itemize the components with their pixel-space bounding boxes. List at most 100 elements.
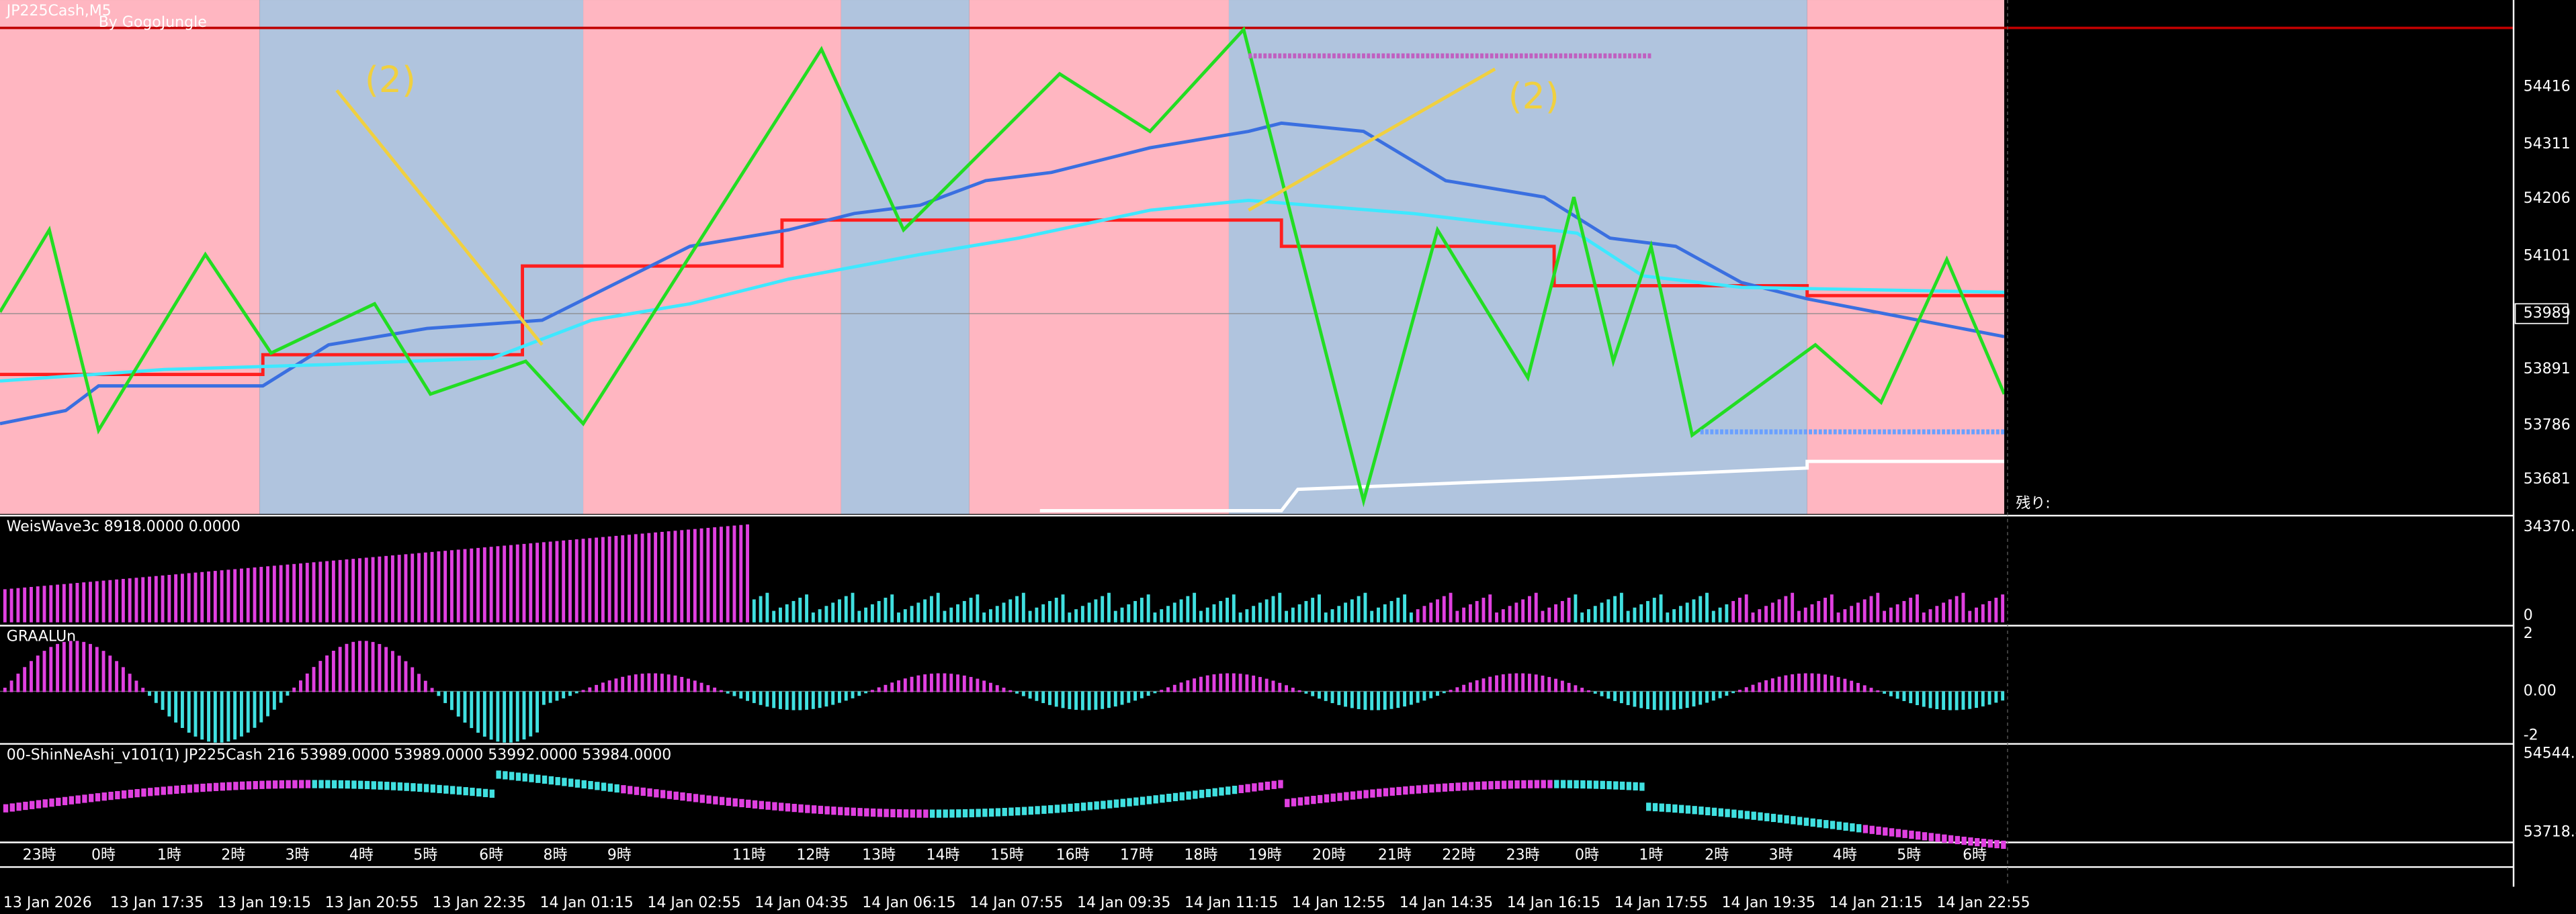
weis-bar bbox=[95, 581, 99, 623]
ashi-bar bbox=[272, 780, 278, 789]
weis-bar bbox=[1383, 604, 1387, 623]
weis-bar bbox=[1652, 598, 1656, 623]
graal-bar bbox=[1133, 691, 1137, 701]
weis-bar bbox=[42, 586, 46, 623]
graal-bar bbox=[542, 691, 546, 705]
weis-bar bbox=[798, 598, 802, 623]
ashi-bar bbox=[818, 805, 824, 815]
weis-bar bbox=[647, 533, 651, 623]
weis-bar bbox=[253, 567, 257, 623]
graal-bar bbox=[713, 687, 717, 692]
price-label: 53786 bbox=[2524, 416, 2571, 433]
hour-label: 5時 bbox=[413, 847, 437, 864]
ashi-bar bbox=[56, 797, 61, 807]
graal-bar bbox=[1955, 691, 1959, 711]
ashi-bar bbox=[1028, 806, 1034, 815]
weis-bar bbox=[555, 541, 559, 623]
weis-bar bbox=[1462, 607, 1466, 623]
graal-bar bbox=[89, 643, 92, 692]
weis-bar bbox=[628, 535, 631, 623]
ashi-bar bbox=[634, 786, 640, 795]
graal-bar bbox=[1344, 691, 1348, 707]
graal-bar bbox=[1436, 691, 1439, 696]
ashi-bar bbox=[1580, 780, 1586, 789]
weis-bar bbox=[1205, 607, 1209, 623]
graal-bar bbox=[1981, 691, 1985, 706]
graal-bar bbox=[1449, 690, 1453, 692]
graal-bar bbox=[364, 641, 368, 692]
ashi-bar bbox=[108, 791, 114, 801]
graal-bar bbox=[108, 655, 112, 692]
ashi-bar bbox=[890, 809, 896, 817]
ashi-bar bbox=[1876, 826, 1881, 835]
graal-bar bbox=[1160, 690, 1164, 692]
graal-bar bbox=[1666, 691, 1670, 711]
ashi-bar bbox=[42, 799, 48, 808]
graal-bar bbox=[1468, 682, 1472, 692]
graal-bar bbox=[62, 641, 66, 692]
ashi-bar bbox=[1737, 810, 1744, 819]
weis-bar bbox=[1593, 606, 1597, 623]
ashi-bar bbox=[233, 782, 239, 790]
graal-bar bbox=[1560, 680, 1564, 692]
graal-bar bbox=[1285, 685, 1288, 692]
graal-bar bbox=[1219, 674, 1223, 692]
weis-bar bbox=[949, 607, 953, 623]
ashi-bar bbox=[1928, 833, 1934, 841]
graal-bar bbox=[200, 691, 204, 740]
ashi-bar bbox=[831, 807, 836, 815]
graal-bar bbox=[995, 685, 999, 692]
weis-bar bbox=[1146, 594, 1150, 623]
graal-bar bbox=[1705, 691, 1709, 703]
graal-bar bbox=[1495, 675, 1498, 692]
ashi-bar bbox=[1350, 791, 1356, 800]
graal-bar bbox=[949, 674, 953, 692]
ashi-bar bbox=[404, 782, 409, 791]
ashi-bar bbox=[1514, 780, 1520, 789]
weis-bar bbox=[1968, 610, 1972, 623]
ashi-bar bbox=[1606, 781, 1612, 790]
time-label: 14 Jan 14:35 bbox=[1400, 895, 1493, 911]
ashi-bar bbox=[562, 778, 567, 786]
graal-bar bbox=[1534, 674, 1538, 692]
price-label: 54416 bbox=[2524, 79, 2571, 95]
weis-bar bbox=[338, 559, 342, 623]
ashi-bar bbox=[654, 789, 659, 798]
weis-bar bbox=[838, 599, 841, 623]
graal-bar bbox=[621, 676, 625, 692]
graal-bar bbox=[1311, 691, 1315, 696]
ashi-bar bbox=[1751, 811, 1756, 820]
ashi-bar bbox=[1678, 805, 1684, 813]
graal-bar bbox=[1153, 691, 1157, 694]
weis-bar bbox=[995, 606, 999, 623]
ashi-bar bbox=[1862, 825, 1869, 833]
graal-bar bbox=[1567, 682, 1571, 692]
graal-bar bbox=[1166, 687, 1170, 692]
ashi-bar bbox=[312, 780, 317, 788]
graal-bar bbox=[1652, 691, 1656, 711]
weis-bar bbox=[3, 589, 7, 623]
weis-bar bbox=[693, 529, 697, 623]
weis-bar bbox=[706, 527, 710, 623]
graal-bar bbox=[220, 691, 224, 743]
price-label: 53989 bbox=[2524, 305, 2571, 322]
graal-bar bbox=[1080, 691, 1084, 711]
graal-bar bbox=[1626, 691, 1630, 705]
graal-bar bbox=[614, 678, 618, 692]
weis-bar bbox=[463, 549, 467, 623]
ashi-bar bbox=[746, 799, 751, 808]
ashi-bar bbox=[1232, 786, 1238, 794]
graal-bar bbox=[1442, 691, 1446, 694]
hour-label: 2時 bbox=[221, 847, 245, 864]
weis-bar bbox=[515, 544, 519, 623]
graal-bar bbox=[1593, 691, 1597, 694]
ashi-bar bbox=[910, 809, 915, 818]
ashi-bar bbox=[673, 791, 679, 800]
ashi-bar bbox=[884, 809, 889, 817]
graal-bar bbox=[266, 691, 270, 717]
graal-bar bbox=[890, 682, 894, 692]
ashi-bar bbox=[969, 809, 974, 817]
graal-bar bbox=[654, 673, 658, 692]
graal-bar bbox=[1685, 691, 1689, 709]
price-label: 53681 bbox=[2524, 471, 2571, 488]
